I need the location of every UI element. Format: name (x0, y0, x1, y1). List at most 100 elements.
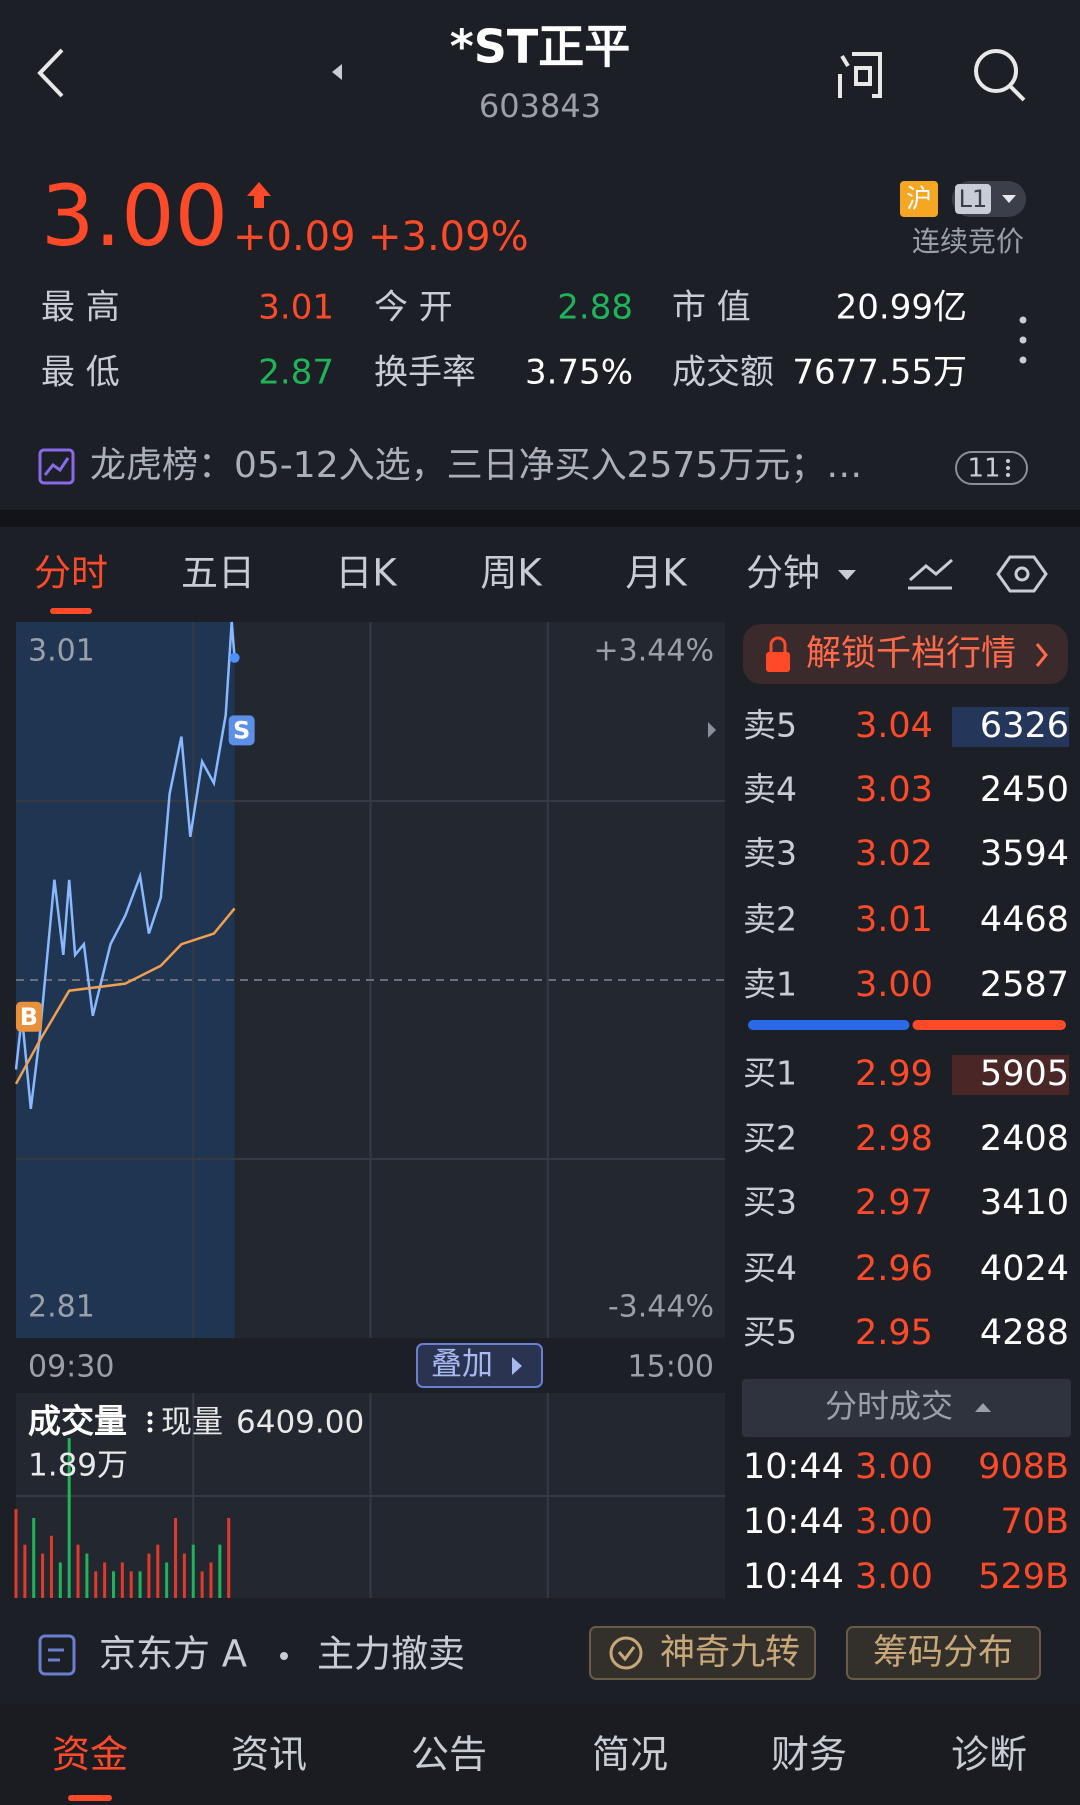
unlock-text: 解锁千档行情 (806, 634, 1016, 674)
related-stock[interactable]: 京东方 A (99, 1633, 247, 1676)
trades-toggle (975, 1403, 991, 1412)
bottom-tab[interactable]: 诊断 (951, 1733, 1027, 1777)
trade-marker-text: B (20, 1003, 38, 1031)
volume-bar (76, 1544, 80, 1598)
trades-header[interactable] (742, 1379, 1071, 1437)
book-volume: 3594 (980, 834, 1069, 874)
trading-status: 连续竞价 (912, 225, 1024, 258)
notice-icon-line (43, 457, 70, 476)
stat-label: 换手率 (374, 353, 476, 393)
trade-time: 10:44 (743, 1502, 844, 1542)
indicator-icon[interactable] (908, 558, 953, 590)
more-dot[interactable] (1019, 316, 1027, 324)
book-price: 2.99 (855, 1054, 933, 1094)
feature-button[interactable] (846, 1626, 1041, 1680)
bottom-tab[interactable]: 公告 (411, 1733, 487, 1777)
bottom-tab-underline (68, 1795, 112, 1801)
stat-value: 7677.55万 (792, 353, 967, 393)
bottom-tab[interactable]: 简况 (592, 1733, 668, 1777)
book-price: 2.98 (855, 1119, 933, 1159)
trades-title: 分时成交 (825, 1387, 953, 1425)
bottom-nav (0, 1704, 1080, 1805)
volume-bar (111, 1571, 115, 1598)
expand-arrow[interactable] (708, 722, 716, 738)
level-badge-text: L1 (959, 185, 988, 213)
notice-text[interactable]: 龙虎榜：05-12入选，三日净买入2575万元；… (90, 445, 862, 486)
volume-bar (85, 1553, 89, 1598)
settings-icon[interactable] (996, 555, 1048, 593)
prev-arrow[interactable] (332, 64, 342, 80)
notice-badge[interactable] (955, 451, 1028, 485)
stat-value: 3.75% (525, 353, 633, 393)
book-price: 2.96 (855, 1249, 933, 1289)
book-price: 3.02 (855, 834, 933, 874)
signal-text[interactable]: 主力撤卖 (317, 1633, 465, 1676)
trade-volume: 70B (1000, 1502, 1069, 1542)
chart-tab[interactable]: 周K (480, 552, 543, 595)
volume-bar (129, 1571, 133, 1598)
trade-price: 3.00 (855, 1557, 933, 1597)
volume-menu-dot[interactable] (147, 1411, 153, 1417)
book-label: 卖4 (743, 770, 797, 809)
related-icon-lines (48, 1648, 64, 1662)
volume-menu-dot[interactable] (147, 1427, 153, 1433)
stock-code: 603843 (479, 87, 601, 125)
separator-dot (280, 1652, 288, 1660)
volume-bar (138, 1571, 142, 1598)
book-volume: 4288 (980, 1313, 1069, 1353)
overlay-arrow (512, 1357, 522, 1375)
related-icon (38, 1634, 76, 1676)
more-dot[interactable] (1019, 356, 1027, 364)
volume-bar (103, 1562, 107, 1598)
book-volume: 2450 (980, 770, 1069, 810)
badge-dot (1006, 473, 1010, 477)
volume-bar (58, 1562, 62, 1598)
chart-tab[interactable]: 日K (335, 552, 398, 595)
notice-badge-text: 11 (967, 454, 1000, 484)
trade-volume: 908B (978, 1447, 1069, 1487)
overlay-button-text: 叠加 (431, 1347, 493, 1383)
depth-bar-sell (912, 1020, 1066, 1030)
depth-highlight (952, 1055, 1069, 1095)
feature-button[interactable] (589, 1626, 816, 1680)
volume-bar (120, 1562, 124, 1598)
trade-marker (15, 1001, 42, 1032)
bottom-tab[interactable]: 资讯 (231, 1733, 307, 1777)
check-icon (609, 1636, 643, 1670)
bottom-tab[interactable]: 资金 (52, 1733, 128, 1777)
book-label: 卖5 (743, 706, 797, 745)
unlock-button[interactable] (743, 624, 1068, 684)
volume-bar (32, 1518, 36, 1598)
check-mark (617, 1646, 636, 1662)
book-volume: 2587 (980, 965, 1069, 1005)
feature-button-text: 筹码分布 (873, 1633, 1013, 1673)
stat-label: 市 值 (672, 288, 751, 328)
chart-tab[interactable]: 分时 (34, 552, 108, 595)
chart-tab[interactable]: 五日 (181, 552, 255, 595)
last-price: 3.00 (41, 167, 228, 265)
book-price: 3.04 (855, 706, 933, 746)
book-volume: 2408 (980, 1119, 1069, 1159)
book-label: 买1 (743, 1054, 797, 1093)
trade-marker (228, 715, 255, 746)
more-dot[interactable] (1019, 336, 1027, 344)
chart-tab[interactable]: 月K (625, 552, 688, 595)
volume-menu-dot[interactable] (147, 1419, 153, 1425)
depth-highlight (952, 707, 1069, 747)
volume-bar (209, 1562, 213, 1598)
level-badge-inner (955, 184, 991, 214)
back-button[interactable] (37, 48, 64, 98)
volume-bar (23, 1544, 27, 1598)
volume-bar (182, 1553, 186, 1598)
tab-underline (50, 608, 92, 614)
overlay-button[interactable] (416, 1343, 543, 1388)
stat-label: 最 高 (41, 288, 120, 328)
chart-tab[interactable]: 分钟 (746, 552, 820, 595)
book-label: 买3 (743, 1183, 797, 1222)
y-tick-label: 2.81 (28, 1290, 95, 1325)
ask-icon[interactable] (838, 52, 882, 98)
volume-bar (200, 1571, 204, 1598)
search-icon[interactable] (974, 49, 1018, 93)
volume-bar (41, 1553, 45, 1598)
bottom-tab[interactable]: 财务 (771, 1733, 847, 1777)
